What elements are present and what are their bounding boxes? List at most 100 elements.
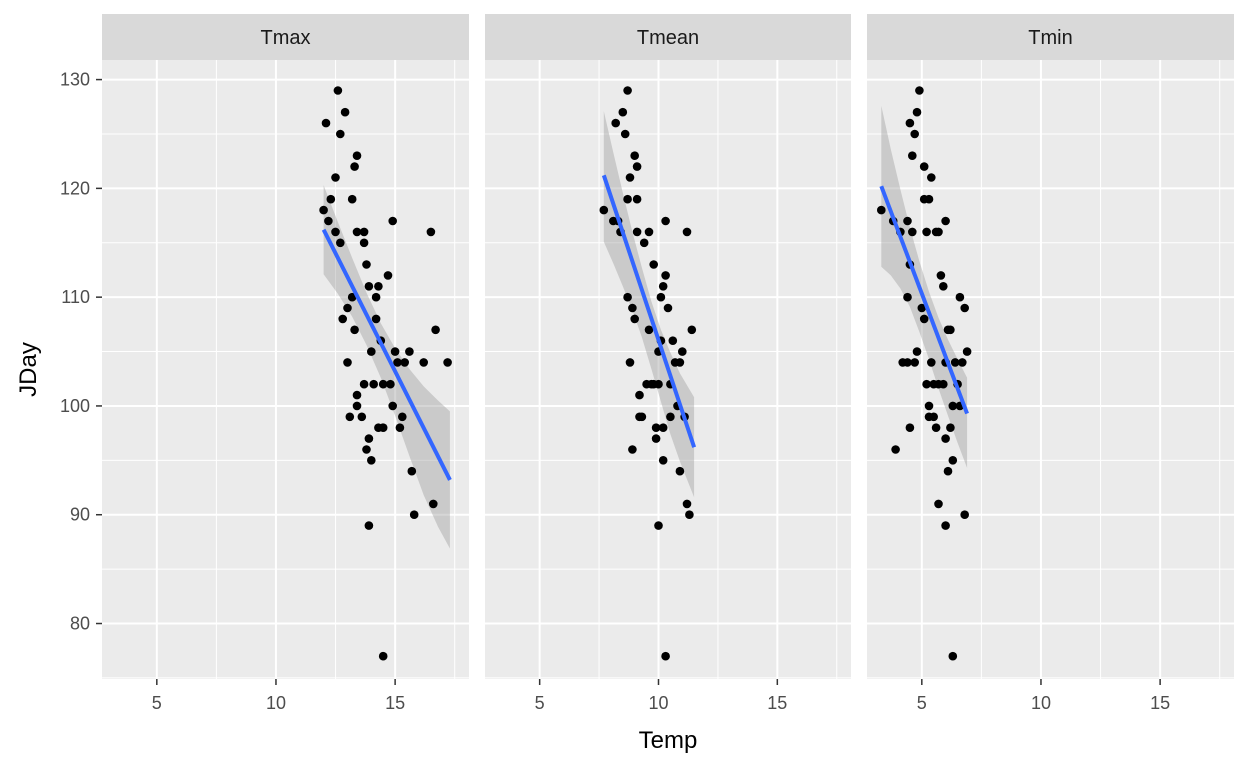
- panel-background: [102, 60, 469, 679]
- data-point: [939, 379, 948, 389]
- data-point: [625, 358, 635, 367]
- gridlines: [485, 60, 851, 679]
- data-point: [682, 499, 692, 509]
- data-point: [321, 118, 331, 128]
- data-point: [934, 227, 943, 237]
- data-point: [910, 129, 919, 139]
- data-point: [357, 412, 367, 422]
- data-point: [948, 456, 958, 465]
- data-point: [628, 303, 637, 313]
- data-point: [649, 260, 658, 269]
- confidence-ribbon: [603, 111, 695, 498]
- data-point: [371, 292, 381, 302]
- x-axis: 5 10 15: [535, 679, 787, 713]
- data-point: [343, 303, 352, 313]
- data-point: [910, 358, 919, 367]
- data-point: [632, 194, 642, 204]
- data-point: [661, 271, 670, 280]
- y-axis-title: JDay: [15, 342, 42, 397]
- data-point: [362, 260, 371, 269]
- data-point: [364, 282, 374, 291]
- data-point: [443, 358, 452, 367]
- data-point: [409, 510, 419, 519]
- data-point: [651, 434, 661, 443]
- data-point: [948, 401, 958, 411]
- data-point: [426, 227, 436, 237]
- data-point: [367, 456, 376, 465]
- data-point: [915, 86, 924, 95]
- data-point: [663, 303, 673, 313]
- data-point: [903, 292, 912, 302]
- data-point: [333, 86, 343, 95]
- data-point: [352, 390, 362, 400]
- y-tick-label: 90: [70, 505, 90, 525]
- data-point: [371, 314, 381, 324]
- data-point: [398, 412, 407, 422]
- data-point: [611, 118, 620, 128]
- x-axis-title: Temp: [639, 727, 698, 754]
- data-point: [891, 445, 900, 454]
- x-tick-label: 5: [535, 693, 545, 713]
- y-axis: 80 90 100 110 120 130: [60, 70, 102, 634]
- data-point: [338, 314, 348, 324]
- scatter-points: [319, 86, 452, 661]
- data-point: [352, 151, 362, 160]
- panel-background: [867, 60, 1234, 679]
- data-point: [651, 423, 661, 433]
- data-point: [922, 379, 931, 389]
- data-point: [630, 151, 639, 160]
- facet-strip: [102, 14, 469, 60]
- x-tick-label: 15: [385, 693, 405, 713]
- data-point: [912, 347, 922, 356]
- facet-strip-label: Tmax: [261, 27, 311, 49]
- data-point: [347, 194, 357, 204]
- data-point: [336, 238, 345, 248]
- data-point: [939, 282, 948, 291]
- data-point: [962, 347, 972, 356]
- data-point: [941, 521, 950, 530]
- data-point: [429, 499, 438, 509]
- data-point: [637, 412, 647, 422]
- data-point: [378, 423, 388, 433]
- data-point: [331, 173, 340, 182]
- data-point: [946, 423, 955, 433]
- data-point: [405, 347, 414, 356]
- data-point: [352, 401, 362, 411]
- data-point: [644, 325, 654, 335]
- data-point: [388, 216, 398, 226]
- data-point: [618, 107, 628, 117]
- data-point: [367, 347, 376, 356]
- x-tick-label: 10: [1031, 693, 1051, 713]
- data-point: [905, 118, 915, 128]
- regression-line: [321, 228, 452, 481]
- data-point: [678, 347, 687, 356]
- data-point: [950, 358, 960, 367]
- data-point: [656, 292, 666, 302]
- data-point: [687, 325, 697, 335]
- data-point: [958, 358, 967, 367]
- data-point: [654, 521, 663, 530]
- x-tick-label: 10: [648, 693, 668, 713]
- data-point: [666, 412, 675, 422]
- x-tick-label: 10: [266, 693, 286, 713]
- data-point: [924, 401, 934, 411]
- facet-strip-label: Tmin: [1028, 27, 1072, 49]
- y-tick-label: 80: [70, 614, 90, 634]
- data-point: [364, 521, 374, 530]
- data-point: [628, 445, 637, 454]
- data-point: [431, 325, 440, 335]
- data-point: [931, 423, 941, 433]
- confidence-ribbon: [881, 105, 968, 468]
- data-point: [919, 162, 929, 171]
- data-point: [324, 216, 333, 226]
- data-point: [927, 358, 936, 367]
- scatter-points: [599, 86, 697, 661]
- data-point: [948, 651, 958, 661]
- data-point: [960, 510, 969, 519]
- data-point: [912, 107, 922, 117]
- data-point: [319, 205, 328, 215]
- data-point: [668, 336, 678, 346]
- data-point: [946, 325, 955, 335]
- x-tick-label: 15: [1150, 693, 1170, 713]
- data-point: [919, 314, 929, 324]
